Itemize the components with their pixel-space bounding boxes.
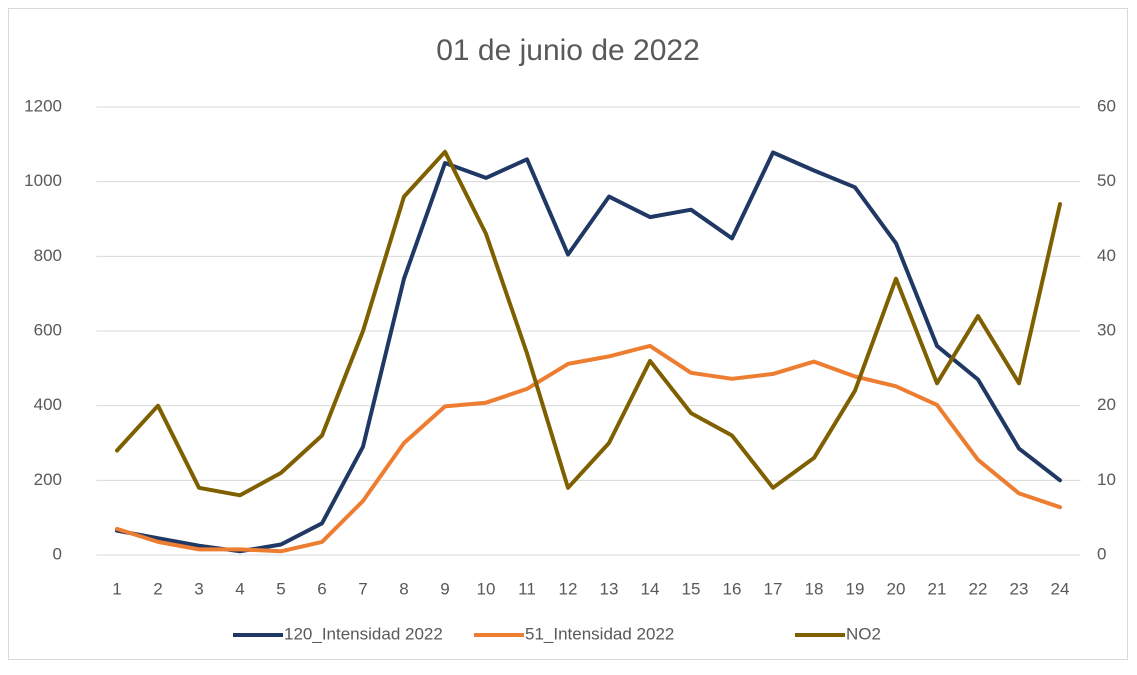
- y2-tick-label: 30: [1097, 320, 1116, 339]
- y2-tick-label: 20: [1097, 395, 1116, 414]
- x-tick-label: 20: [887, 579, 906, 598]
- y2-tick-label: 0: [1097, 544, 1106, 563]
- x-tick-label: 24: [1051, 579, 1070, 598]
- x-tick-label: 23: [1010, 579, 1029, 598]
- x-tick-label: 16: [723, 579, 742, 598]
- x-tick-label: 6: [317, 579, 326, 598]
- x-tick-label: 10: [477, 579, 496, 598]
- x-tick-label: 4: [235, 579, 244, 598]
- legend-label: NO2: [846, 624, 881, 643]
- y2-tick-label: 10: [1097, 470, 1116, 489]
- chart-frame: [8, 8, 1128, 660]
- y-tick-label: 1000: [24, 171, 62, 190]
- y-tick-label: 600: [34, 320, 62, 339]
- x-tick-label: 7: [358, 579, 367, 598]
- y2-tick-label: 40: [1097, 246, 1116, 265]
- x-tick-label: 3: [194, 579, 203, 598]
- y-tick-label: 400: [34, 395, 62, 414]
- legend-label: 51_Intensidad 2022: [525, 624, 674, 643]
- x-tick-label: 8: [399, 579, 408, 598]
- x-tick-label: 21: [928, 579, 947, 598]
- series-line: [115, 343, 1062, 554]
- x-tick-label: 19: [846, 579, 865, 598]
- y-tick-label: 200: [34, 470, 62, 489]
- x-tick-label: 1: [112, 579, 121, 598]
- x-tick-label: 9: [440, 579, 449, 598]
- y2-tick-label: 60: [1097, 96, 1116, 115]
- y2-tick-label: 50: [1097, 171, 1116, 190]
- x-tick-label: 18: [805, 579, 824, 598]
- x-tick-label: 12: [559, 579, 578, 598]
- y-tick-label: 0: [53, 544, 62, 563]
- chart-title: 01 de junio de 2022: [436, 34, 700, 67]
- x-tick-label: 5: [276, 579, 285, 598]
- y-tick-label: 1200: [24, 96, 62, 115]
- x-tick-label: 11: [518, 579, 536, 598]
- x-tick-label: 22: [969, 579, 988, 598]
- x-tick-label: 14: [641, 579, 660, 598]
- series-line: [115, 150, 1062, 554]
- x-tick-label: 17: [764, 579, 783, 598]
- x-tick-label: 15: [682, 579, 701, 598]
- series-line: [115, 149, 1062, 498]
- y-tick-label: 800: [34, 246, 62, 265]
- x-tick-label: 13: [600, 579, 619, 598]
- legend-label: 120_Intensidad 2022: [284, 624, 443, 643]
- x-tick-label: 2: [153, 579, 162, 598]
